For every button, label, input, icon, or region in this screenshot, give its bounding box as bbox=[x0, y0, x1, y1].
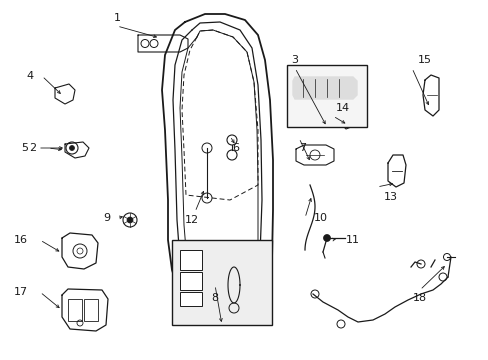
Bar bbox=[84, 299, 98, 321]
Text: 12: 12 bbox=[184, 215, 199, 225]
Text: 1: 1 bbox=[113, 13, 120, 23]
Text: 4: 4 bbox=[26, 71, 34, 81]
Text: 15: 15 bbox=[417, 55, 431, 65]
Bar bbox=[172, 240, 271, 325]
Text: 17: 17 bbox=[14, 287, 28, 297]
Text: 3: 3 bbox=[291, 55, 298, 65]
Text: 14: 14 bbox=[335, 103, 349, 113]
Text: 2: 2 bbox=[29, 143, 36, 153]
Circle shape bbox=[127, 217, 133, 223]
Text: 9: 9 bbox=[103, 213, 110, 223]
Text: 18: 18 bbox=[412, 293, 426, 303]
Text: 7: 7 bbox=[299, 143, 306, 153]
Text: 8: 8 bbox=[211, 293, 218, 303]
Text: 11: 11 bbox=[346, 235, 359, 245]
Polygon shape bbox=[292, 77, 356, 99]
Text: 13: 13 bbox=[383, 192, 397, 202]
Circle shape bbox=[69, 145, 74, 150]
Bar bbox=[286, 65, 366, 127]
Bar bbox=[68, 299, 82, 321]
Text: 5: 5 bbox=[21, 143, 28, 153]
Text: 6: 6 bbox=[232, 143, 239, 153]
Bar bbox=[180, 292, 202, 306]
Text: 10: 10 bbox=[313, 213, 327, 223]
Bar bbox=[180, 272, 202, 290]
Text: 16: 16 bbox=[14, 235, 28, 245]
Bar bbox=[180, 250, 202, 270]
Circle shape bbox=[323, 234, 330, 242]
